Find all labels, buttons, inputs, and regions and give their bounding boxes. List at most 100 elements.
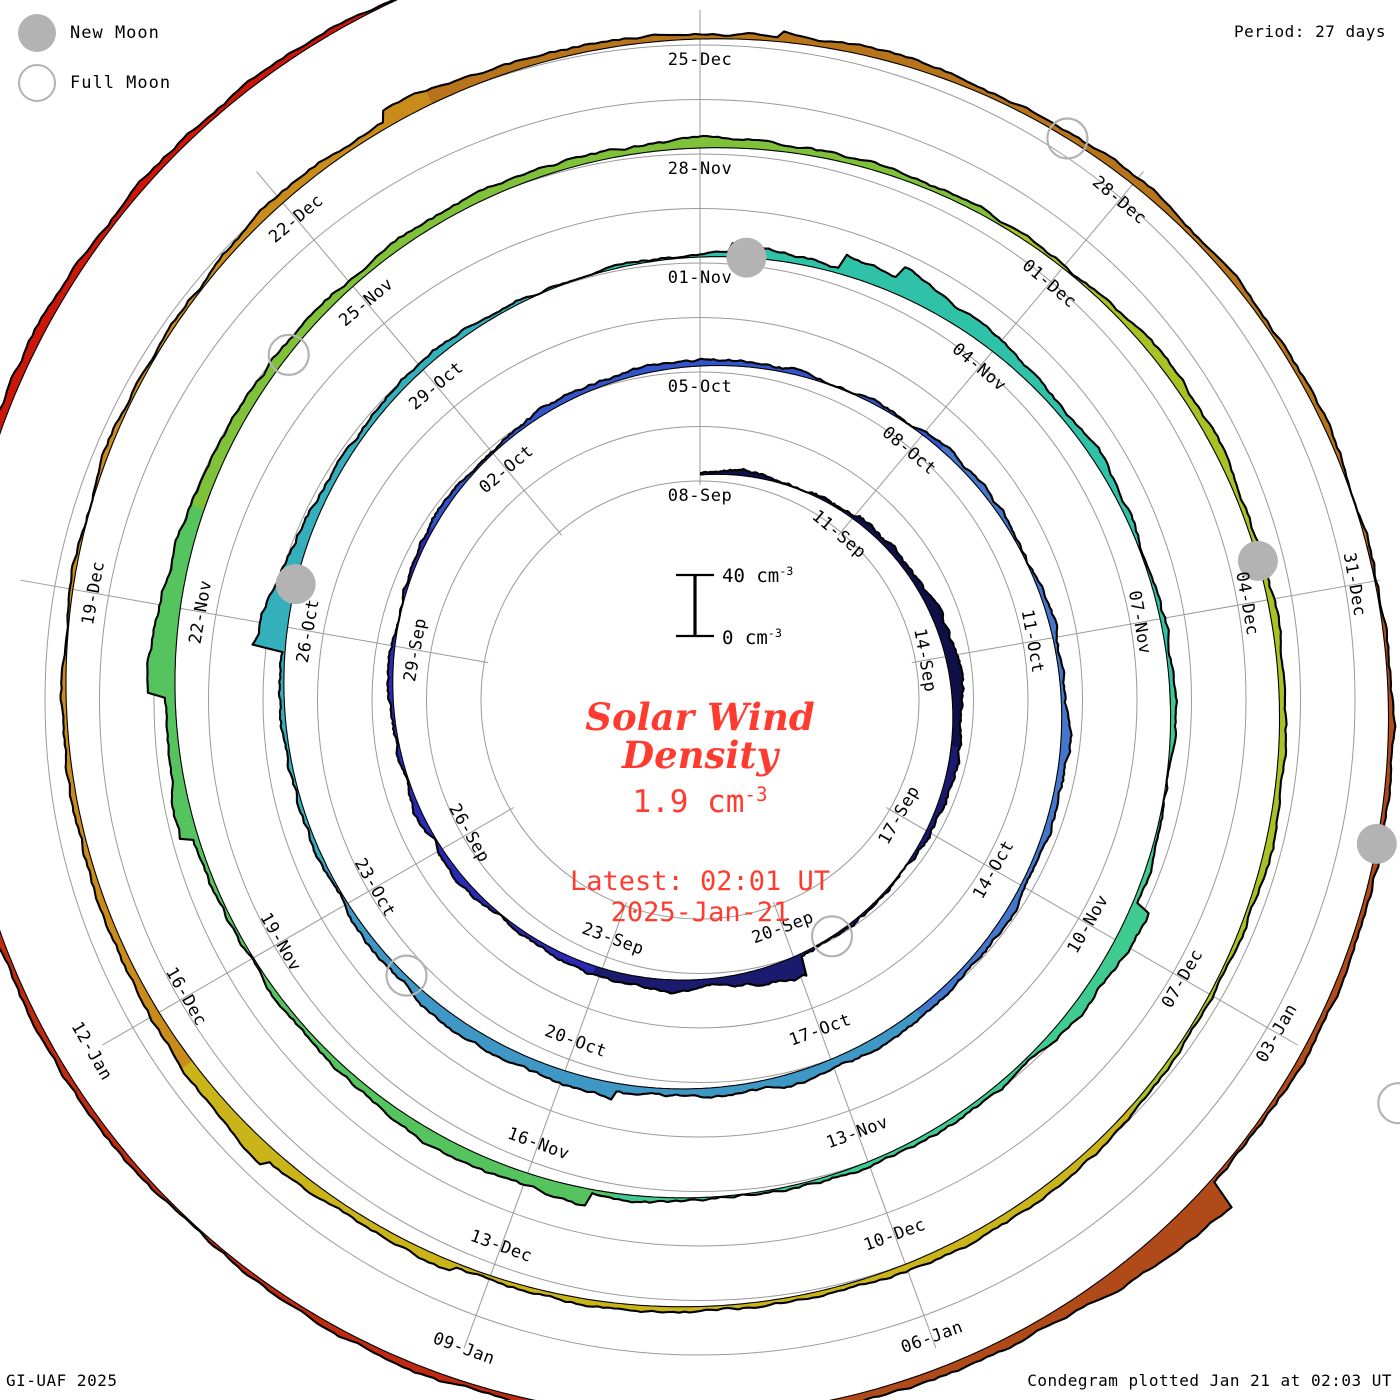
spiral-baseline xyxy=(65,93,454,1062)
new-moon-icon xyxy=(18,14,56,52)
legend-item-full-moon: Full Moon xyxy=(18,58,171,108)
spiral-baseline xyxy=(319,851,918,1090)
spiral-trace-outline xyxy=(862,545,1397,1400)
date-label: 08-Oct xyxy=(878,423,940,480)
date-label: 08-Sep xyxy=(668,486,732,506)
date-label: 12-Jan xyxy=(67,1018,117,1084)
date-label: 19-Dec xyxy=(78,560,109,627)
spiral-baseline xyxy=(174,491,615,1194)
spiral-trace-outline xyxy=(428,357,956,528)
date-label: 14-Sep xyxy=(909,627,940,694)
date-label: 13-Nov xyxy=(824,1112,891,1153)
spiral-trace-outline xyxy=(582,746,962,995)
date-label: 11-Sep xyxy=(808,506,870,563)
spiral-band-fill xyxy=(429,358,955,530)
date-label: 22-Nov xyxy=(185,579,216,646)
spiral-baseline xyxy=(431,38,1373,570)
spiral-trace-outline xyxy=(596,688,1178,1204)
grid-spoke xyxy=(837,171,1144,536)
spiral-baseline xyxy=(585,745,952,981)
spiral-baseline xyxy=(828,545,1390,1400)
date-label: 25-Nov xyxy=(335,274,397,331)
spiral-trace-outline xyxy=(169,1048,1136,1314)
spiral-band-fill xyxy=(170,1043,1135,1313)
date-label: 11-Oct xyxy=(1017,608,1048,675)
full-moon-marker xyxy=(385,954,428,997)
legend-item-new-moon: New Moon xyxy=(18,8,171,58)
spiral-trace-outline xyxy=(0,0,396,412)
scale-top-label: 40 cm-3 xyxy=(722,564,793,587)
spiral-trace-outline xyxy=(700,467,965,757)
grid-spoke xyxy=(20,579,489,664)
full-moon-marker xyxy=(267,333,310,376)
scale-bottom-label: 0 cm-3 xyxy=(722,626,782,649)
date-label: 16-Dec xyxy=(161,964,211,1030)
spiral-band-fill xyxy=(387,516,596,974)
spiral-band-fill xyxy=(999,222,1287,1127)
spiral-trace-outline xyxy=(251,263,619,867)
date-label: 13-Dec xyxy=(467,1226,534,1267)
spiral-band-fill xyxy=(906,445,1072,1026)
new-moon-marker xyxy=(1237,540,1278,581)
polar-grid xyxy=(20,10,1380,1356)
date-label: 19-Nov xyxy=(255,909,305,975)
legend-label-new-moon: New Moon xyxy=(70,23,160,43)
spiral-baseline xyxy=(699,473,954,755)
spiral-baseline xyxy=(432,365,950,530)
moon-markers xyxy=(267,117,1400,1125)
date-label: 16-Nov xyxy=(505,1124,572,1165)
date-label: 26-Sep xyxy=(444,800,494,866)
credit-right: Condegram plotted Jan 21 at 02:03 UT xyxy=(1027,1371,1392,1390)
grid-spoke xyxy=(102,807,515,1046)
date-label: 20-Oct xyxy=(542,1021,609,1062)
date-label: 01-Dec xyxy=(1018,256,1080,313)
full-moon-marker xyxy=(1046,117,1089,160)
center-annotations: 40 cm-3 0 cm-3 Solar Wind Density 1.9 cm… xyxy=(570,564,830,928)
date-label: 26-Oct xyxy=(293,597,324,664)
date-label: 15-Jan xyxy=(0,541,2,608)
new-moon-marker xyxy=(1356,823,1397,864)
date-label: 01-Nov xyxy=(668,268,732,288)
date-label: 29-Sep xyxy=(400,616,431,683)
spiral-baseline xyxy=(0,929,537,1400)
spiral-trace-outline xyxy=(59,82,449,1070)
plot-title-line1: Solar Wind xyxy=(585,695,815,739)
latest-date: 2025-Jan-21 xyxy=(611,897,790,928)
spiral-trace-outline xyxy=(910,444,1073,1027)
latest-time: Latest: 02:01 UT xyxy=(570,866,830,897)
date-label: 07-Nov xyxy=(1124,589,1155,656)
grid-spoke xyxy=(885,807,1298,1046)
new-moon-marker xyxy=(275,564,316,605)
grid-spoke xyxy=(911,579,1380,664)
date-label: 17-Oct xyxy=(787,1010,854,1051)
spiral-trace-outline xyxy=(146,486,615,1207)
spiral-baseline xyxy=(998,224,1281,1123)
credit-left: GI-UAF 2025 xyxy=(6,1371,118,1390)
date-label: 05-Oct xyxy=(668,377,732,397)
spiral-band-fill xyxy=(252,264,620,867)
period-label: Period: 27 days xyxy=(1234,22,1386,41)
spiral-trace-outline xyxy=(386,515,593,976)
moon-phase-legend: New Moon Full Moon xyxy=(18,8,171,108)
spiral-baseline xyxy=(178,1042,1131,1308)
date-label: 29-Oct xyxy=(405,358,467,415)
spiral-band-fill xyxy=(315,851,922,1100)
grid-spoke xyxy=(256,171,563,536)
spiral-trace-outline xyxy=(425,30,1376,570)
spiral-baseline xyxy=(597,688,1172,1199)
spiral-baseline xyxy=(392,519,596,967)
plot-title-line2: Density xyxy=(621,733,781,777)
date-label: 09-Jan xyxy=(430,1328,497,1369)
date-label: 02-Oct xyxy=(475,441,537,498)
date-label: 25-Dec xyxy=(668,50,732,70)
spiral-trace-outline xyxy=(1000,221,1288,1128)
date-label: 10-Dec xyxy=(861,1215,928,1256)
date-label: 31-Dec xyxy=(1339,551,1370,618)
full-moon-icon xyxy=(18,64,56,102)
legend-label-full-moon: Full Moon xyxy=(70,73,172,93)
date-label: 06-Jan xyxy=(898,1317,965,1358)
date-label: 17-Sep xyxy=(875,782,925,848)
spiral-baseline xyxy=(0,0,398,436)
